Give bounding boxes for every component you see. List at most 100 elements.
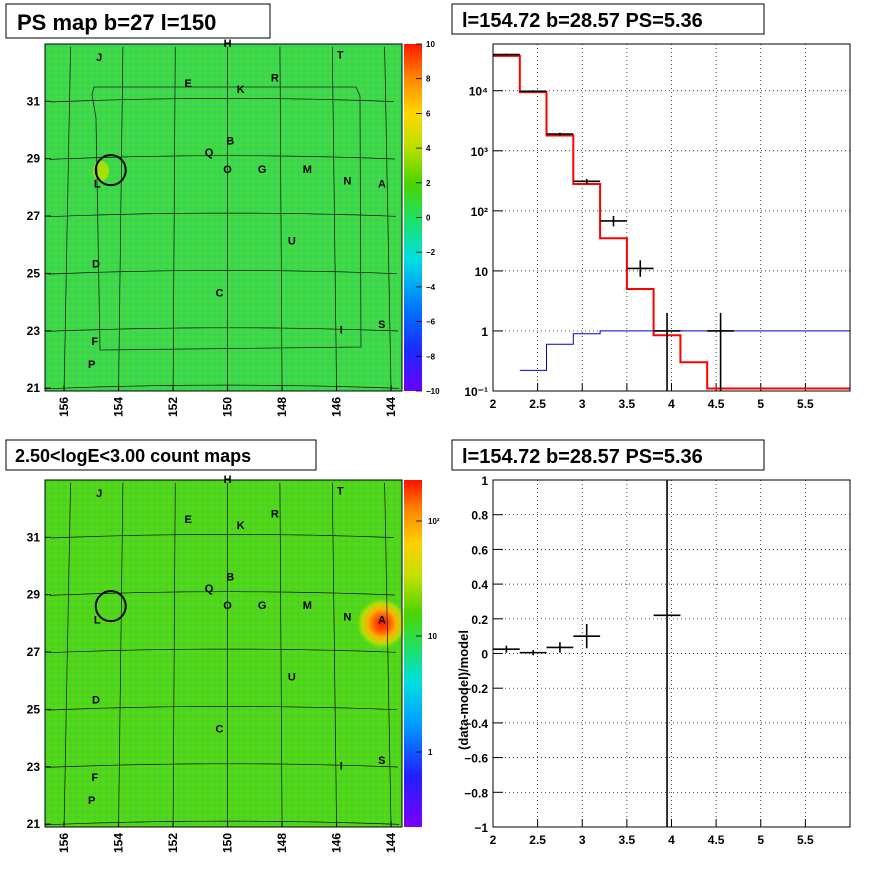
- x-tick-label: 146: [330, 833, 344, 853]
- parallel-line: [49, 591, 395, 596]
- parallel-line: [45, 384, 400, 390]
- ps-map-frame: [44, 43, 403, 392]
- source-label-j: J: [96, 52, 102, 64]
- colorbar-tick-label: 10: [428, 632, 437, 641]
- x-tick-label: 5.5: [797, 397, 814, 411]
- source-label-s: S: [378, 755, 385, 767]
- source-label-a: A: [378, 614, 386, 626]
- parallel-line: [49, 155, 395, 160]
- meridian-line: [172, 482, 176, 828]
- count-map-coordinate-grid: [45, 482, 400, 828]
- x-tick-label: 2: [490, 833, 497, 847]
- colorbar-tick-label: −6: [426, 318, 436, 327]
- source-label-e: E: [184, 514, 191, 526]
- meridian-line: [279, 482, 283, 828]
- residual-panel: l=154.72 b=28.57 PS=5.36 (data-model)/mo…: [451, 439, 851, 847]
- colorbar-tick-label: 1: [428, 748, 433, 757]
- source-label-c: C: [216, 287, 224, 299]
- source-label-j: J: [96, 488, 102, 500]
- count-map-hotspot: [355, 597, 408, 650]
- parallel-line: [47, 706, 397, 711]
- x-tick-label: 5: [757, 397, 764, 411]
- source-label-d: D: [92, 259, 100, 271]
- selected-position-circle: [94, 590, 127, 623]
- y-tick-label: 0: [481, 648, 488, 662]
- ps-map-title-box: [5, 3, 271, 39]
- source-label-d: D: [92, 695, 100, 707]
- meridian-line: [331, 482, 337, 828]
- source-label-k: K: [237, 520, 245, 532]
- ps-map-region-outline: [91, 86, 362, 351]
- source-label-f: F: [91, 772, 98, 784]
- ps-map-title: PS map b=27 l=150: [17, 10, 216, 35]
- x-tick-label: 144: [384, 833, 398, 853]
- spectrum-frame: [492, 43, 851, 392]
- spectrum-title-box: [451, 3, 765, 35]
- source-label-i: I: [340, 325, 343, 337]
- colorbar-tick-label: −4: [426, 283, 436, 292]
- colorbar-tick-label: 10²: [428, 517, 440, 526]
- x-tick-label: 2.5: [529, 833, 546, 847]
- x-tick-label: 4.5: [708, 833, 725, 847]
- x-tick-label: 3: [579, 397, 586, 411]
- count-map-heatmap: [45, 480, 402, 827]
- model-total-step-line: [493, 54, 850, 390]
- x-tick-label: 152: [166, 397, 180, 417]
- y-tick-label: 25: [27, 702, 41, 716]
- parallel-line: [45, 820, 400, 826]
- residual-title: l=154.72 b=28.57 PS=5.36: [462, 446, 703, 468]
- source-label-r: R: [271, 508, 279, 520]
- source-label-m: M: [303, 600, 312, 612]
- residual-plot: 2 2.5 3 3.5 4 4.5 5 5.5 −1 −0.8 −0.6 −0.4 −0.2 0 0.2 0.…: [464, 474, 851, 847]
- x-tick-label: 148: [275, 833, 289, 853]
- colorbar-tick-label: −10: [426, 387, 440, 396]
- parallel-line: [51, 98, 394, 103]
- meridian-line: [63, 46, 71, 392]
- source-label-i: I: [340, 761, 343, 773]
- source-label-g: G: [258, 600, 267, 612]
- source-label-t: T: [337, 49, 344, 61]
- y-tick-label: 1: [481, 325, 488, 339]
- y-tick-label: −0.6: [464, 752, 488, 766]
- parallel-line: [47, 270, 397, 275]
- source-label-u: U: [288, 672, 296, 684]
- colorbar-tick-label: 6: [426, 109, 431, 118]
- meridian-line: [331, 46, 337, 392]
- meridian-line: [118, 46, 124, 392]
- x-tick-label: 4.5: [708, 397, 725, 411]
- source-label-q: Q: [205, 583, 214, 595]
- source-label-q: Q: [205, 147, 214, 159]
- x-tick-label: 150: [221, 397, 235, 417]
- source-label-e: E: [184, 78, 191, 90]
- y-tick-label: 27: [27, 209, 41, 223]
- colorbar-tick-label: 2: [426, 179, 431, 188]
- y-tick-label: 1: [481, 474, 488, 488]
- y-tick-label: −0.4: [464, 717, 488, 731]
- source-label-k: K: [237, 84, 245, 96]
- count-map-title: 2.50<logE<3.00 count maps: [15, 446, 251, 466]
- spectrum-panel: l=154.72 b=28.57 PS=5.36 2 2.5 3 3.5 4 4.5 5 5.…: [451, 3, 851, 411]
- residual-y-axis-label: (data-model)/model: [456, 630, 471, 750]
- y-tick-label: −0.8: [464, 786, 488, 800]
- source-label-l: L: [94, 178, 101, 190]
- source-label-u: U: [288, 236, 296, 248]
- count-map-axes: 156 154 152 150 148 146 144 31 29 27 25 23 21: [27, 530, 398, 853]
- source-label-a: A: [378, 178, 386, 190]
- spectrum-title: l=154.72 b=28.57 PS=5.36: [462, 10, 703, 32]
- y-tick-label: 31: [27, 530, 41, 544]
- x-tick-label: 3.5: [619, 833, 636, 847]
- count-map-frame: [44, 479, 403, 828]
- y-tick-label: −0.2: [464, 682, 488, 696]
- source-label-f: F: [91, 336, 98, 348]
- count-map-selected-position-circle: [94, 590, 127, 623]
- ps-map-selected-position-circle: [94, 154, 127, 187]
- source-label-o: O: [223, 600, 232, 612]
- source-label-b: B: [226, 135, 234, 147]
- x-tick-label: 144: [384, 397, 398, 417]
- colorbar-tick-label: 8: [426, 75, 431, 84]
- y-tick-label: 0.2: [471, 613, 488, 627]
- x-tick-label: 154: [112, 397, 126, 417]
